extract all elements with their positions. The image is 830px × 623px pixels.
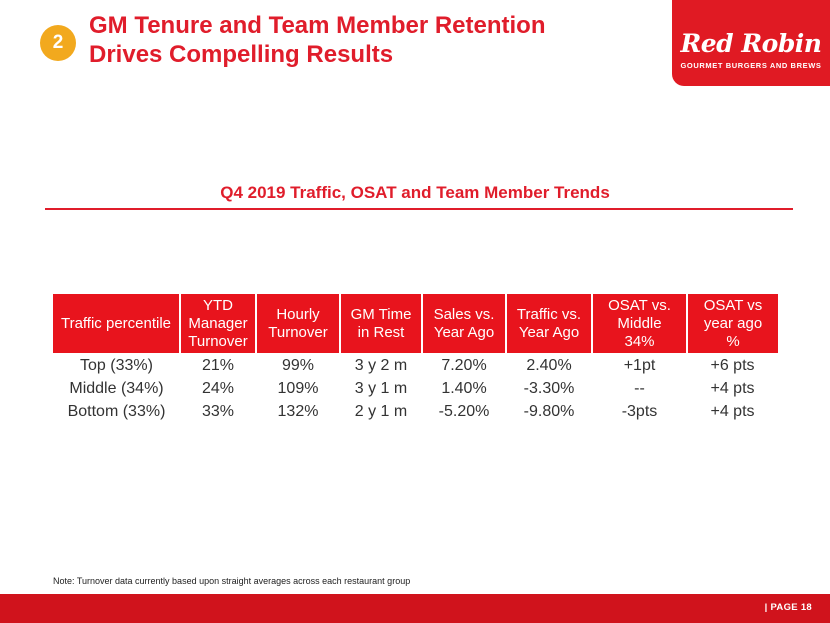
header-ytd-manager-turnover: YTD Manager Turnover — [180, 294, 257, 353]
header-line: % — [726, 332, 740, 350]
slide-title-line-2: Drives Compelling Results — [89, 41, 394, 68]
slide-title: GM Tenure and Team Member Retention Driv… — [89, 11, 546, 69]
header-line: YTD — [203, 296, 233, 314]
header-traffic-vs-year-ago: Traffic vs. Year Ago — [506, 294, 593, 353]
header-line: Traffic vs. — [516, 305, 582, 323]
table-cell: 109% — [277, 379, 319, 397]
table-cell: 2.40% — [526, 356, 572, 374]
logo-wordmark: Red Robin — [680, 29, 822, 58]
table-title: Q4 2019 Traffic, OSAT and Team Member Tr… — [220, 183, 610, 202]
table-cell: -- — [634, 379, 645, 397]
table-cell: 33% — [201, 402, 235, 420]
table-cell: 132% — [277, 402, 319, 420]
table-cell: 7.20% — [441, 356, 487, 374]
table-cell: -9.80% — [523, 402, 575, 420]
table-cell: -3.30% — [523, 379, 575, 397]
header-line: Turnover — [268, 323, 328, 341]
table-cell: 3 y 2 m — [354, 356, 408, 374]
header-line: in Rest — [357, 323, 405, 341]
header-line: Traffic percentile — [60, 314, 172, 332]
slide-title-line-1: GM Tenure and Team Member Retention — [89, 12, 546, 39]
table-cell: -5.20% — [438, 402, 490, 420]
header-line: OSAT vs. — [608, 296, 671, 314]
table-cell: 24% — [201, 379, 235, 397]
table-row: Bottom (33%) 33% 132% 2 y 1 m -5.20% -9.… — [53, 400, 778, 423]
divider-line — [45, 208, 793, 210]
header-osat-vs-middle: OSAT vs. Middle 34% — [592, 294, 688, 353]
trends-table: Traffic percentile YTD Manager Turnover … — [53, 294, 778, 423]
header-line: Turnover — [188, 332, 248, 350]
table-cell: +6 pts — [710, 356, 755, 374]
header-line: OSAT vs — [703, 296, 763, 314]
table-cell: 1.40% — [441, 379, 487, 397]
table-cell: Middle (34%) — [69, 379, 164, 397]
table-cell: +4 pts — [710, 379, 755, 397]
header-line: Hourly — [276, 305, 320, 323]
logo-tagline: GOURMET BURGERS AND BREWS — [680, 61, 822, 70]
section-number-badge: 2 — [40, 25, 76, 61]
red-robin-logo: Red Robin GOURMET BURGERS AND BREWS — [672, 0, 830, 86]
header-traffic-percentile: Traffic percentile — [53, 294, 181, 353]
table-row: Middle (34%) 24% 109% 3 y 1 m 1.40% -3.3… — [53, 377, 778, 400]
header-line: 34% — [624, 332, 655, 350]
table-header-row: Traffic percentile YTD Manager Turnover … — [53, 294, 778, 353]
table-cell: 3 y 1 m — [354, 379, 408, 397]
footnote: Note: Turnover data currently based upon… — [53, 576, 411, 586]
header-gm-time-in-rest: GM Time in Rest — [340, 294, 423, 353]
table-cell: +4 pts — [710, 402, 755, 420]
header-line: GM Time — [350, 305, 412, 323]
header-line: Middle — [617, 314, 662, 332]
header-line: Sales vs. — [433, 305, 495, 323]
header-line: Year Ago — [518, 323, 580, 341]
table-cell: Bottom (33%) — [67, 402, 166, 420]
table-cell: Top (33%) — [80, 356, 153, 374]
header-sales-vs-year-ago: Sales vs. Year Ago — [422, 294, 507, 353]
header-osat-vs-year-ago: OSAT vs year ago % — [687, 294, 778, 353]
page-number: | PAGE 18 — [764, 602, 812, 613]
header-line: year ago — [703, 314, 763, 332]
header-hourly-turnover: Hourly Turnover — [256, 294, 341, 353]
table-cell: -3pts — [621, 402, 658, 420]
table-cell: 2 y 1 m — [354, 402, 408, 420]
table-cell: 21% — [201, 356, 235, 374]
footer-bar: | PAGE 18 — [0, 594, 830, 623]
header-line: Year Ago — [433, 323, 495, 341]
table-cell: 99% — [281, 356, 315, 374]
header-line: Manager — [188, 314, 248, 332]
table-row: Top (33%) 21% 99% 3 y 2 m 7.20% 2.40% +1… — [53, 353, 778, 377]
table-cell: +1pt — [623, 356, 656, 374]
